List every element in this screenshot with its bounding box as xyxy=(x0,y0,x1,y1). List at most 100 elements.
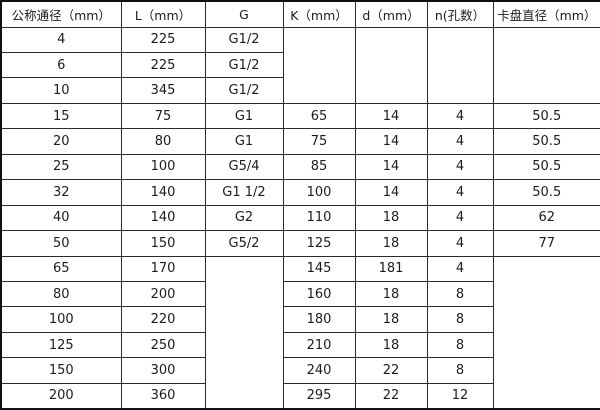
table-cell: 240 xyxy=(282,357,356,384)
table-row: 25 100 G5/4 85 14 4 50.5 xyxy=(0,153,600,181)
table-cell: 220 xyxy=(120,306,206,333)
table-cell: 80 xyxy=(0,281,122,308)
table-cell: 140 xyxy=(120,204,206,232)
col-header-nominal-diameter: 公称通径（mm） xyxy=(0,0,122,28)
table-cell: 250 xyxy=(120,331,206,359)
table-cell: 18 xyxy=(354,230,428,257)
table-cell: 8 xyxy=(426,331,494,359)
table-row: 50 150 G5/2 125 18 4 77 xyxy=(0,230,600,257)
col-header-length-l: L（mm） xyxy=(120,0,206,28)
table-cell: 18 xyxy=(354,306,428,333)
table-cell: 65 xyxy=(282,102,356,130)
table-cell: 14 xyxy=(354,179,428,206)
table-cell: 145 xyxy=(282,255,356,283)
table-cell: 4 xyxy=(426,128,494,155)
table-cell: 50.5 xyxy=(492,102,600,130)
table-cell: 8 xyxy=(426,357,494,384)
table-cell: G1 xyxy=(204,128,284,155)
table-cell: 200 xyxy=(120,281,206,308)
table-cell: 62 xyxy=(492,204,600,232)
table-row: 15 75 G1 65 14 4 50.5 xyxy=(0,102,600,130)
table-row: 20 80 G1 75 14 4 50.5 xyxy=(0,128,600,155)
table-cell: 180 xyxy=(282,306,356,333)
table-cell: 4 xyxy=(0,26,122,53)
col-header-k-dim: K（mm） xyxy=(282,0,356,28)
table-cell: 18 xyxy=(354,331,428,359)
table-cell: 100 xyxy=(0,306,122,333)
table-row: 80 200 160 18 8 xyxy=(0,281,600,308)
table-cell: 210 xyxy=(282,331,356,359)
empty-merged-cell xyxy=(282,26,356,104)
table-cell: 80 xyxy=(120,128,206,155)
col-header-chuck-diameter: 卡盘直径（mm） xyxy=(492,0,600,28)
table-cell: 32 xyxy=(0,179,122,206)
table-cell: G1/2 xyxy=(204,77,284,104)
table-cell: 360 xyxy=(120,382,206,410)
table-cell: 25 xyxy=(0,153,122,181)
header-row: 公称通径（mm） L（mm） G K（mm） d（mm） n(孔数） 卡盘直径（… xyxy=(0,0,600,28)
table-cell: 170 xyxy=(120,255,206,283)
table-cell: G1/2 xyxy=(204,51,284,79)
table-cell: 18 xyxy=(354,204,428,232)
table-cell: 14 xyxy=(354,102,428,130)
table-cell: 150 xyxy=(0,357,122,384)
table-cell: 40 xyxy=(0,204,122,232)
table-cell: 8 xyxy=(426,281,494,308)
table-cell: 4 xyxy=(426,230,494,257)
table-cell: 50.5 xyxy=(492,153,600,181)
table-row: 32 140 G1 1/2 100 14 4 50.5 xyxy=(0,179,600,206)
table-cell: 100 xyxy=(120,153,206,181)
empty-merged-cell xyxy=(204,255,284,410)
empty-merged-cell xyxy=(492,26,600,104)
table-cell: 225 xyxy=(120,51,206,79)
table-cell: 4 xyxy=(426,204,494,232)
table-cell: 65 xyxy=(0,255,122,283)
table-cell: 50.5 xyxy=(492,128,600,155)
table-row: 4 225 G1/2 xyxy=(0,26,600,104)
table-cell: 4 xyxy=(426,179,494,206)
col-header-d-dim: d（mm） xyxy=(354,0,428,28)
table-row: 65 170 145 181 4 xyxy=(0,255,600,410)
table-cell: 75 xyxy=(282,128,356,155)
table-cell: G2 xyxy=(204,204,284,232)
table-cell: G1 xyxy=(204,102,284,130)
table-cell: 125 xyxy=(282,230,356,257)
table-cell: 77 xyxy=(492,230,600,257)
table-cell: 14 xyxy=(354,128,428,155)
col-header-n-holes: n(孔数） xyxy=(426,0,494,28)
table-cell: 225 xyxy=(120,26,206,53)
table-cell: 200 xyxy=(0,382,122,410)
table-cell: 4 xyxy=(426,102,494,130)
table-cell: 22 xyxy=(354,382,428,410)
col-header-thread-g: G xyxy=(204,0,284,28)
table-cell: 22 xyxy=(354,357,428,384)
table-cell: 181 xyxy=(354,255,428,283)
table-cell: 50.5 xyxy=(492,179,600,206)
table-row: 40 140 G2 110 18 4 62 xyxy=(0,204,600,232)
table-cell: 295 xyxy=(282,382,356,410)
table-cell: 4 xyxy=(426,255,494,283)
table-cell: G5/2 xyxy=(204,230,284,257)
table-body: 4 225 G1/2 6 225 G1/2 10 345 G1/2 15 75 G1 65 14 4 50.5… xyxy=(0,26,600,410)
table-cell: 300 xyxy=(120,357,206,384)
table-cell: G1 1/2 xyxy=(204,179,284,206)
table-cell: G1/2 xyxy=(204,26,284,53)
empty-merged-cell xyxy=(492,255,600,410)
table-row: 150 300 240 22 8 xyxy=(0,357,600,384)
table-cell: 12 xyxy=(426,382,494,410)
table-cell: 100 xyxy=(282,179,356,206)
table-cell: 4 xyxy=(426,153,494,181)
table-cell: 125 xyxy=(0,331,122,359)
table-cell: 345 xyxy=(120,77,206,104)
table-row: 125 250 210 18 8 xyxy=(0,331,600,359)
table-cell: 15 xyxy=(0,102,122,130)
table-cell: 85 xyxy=(282,153,356,181)
table-cell: 10 xyxy=(0,77,122,104)
table-cell: G5/4 xyxy=(204,153,284,181)
table-cell: 8 xyxy=(426,306,494,333)
table-cell: 150 xyxy=(120,230,206,257)
table-row: 6 225 G1/2 xyxy=(0,51,600,79)
table-cell: 75 xyxy=(120,102,206,130)
